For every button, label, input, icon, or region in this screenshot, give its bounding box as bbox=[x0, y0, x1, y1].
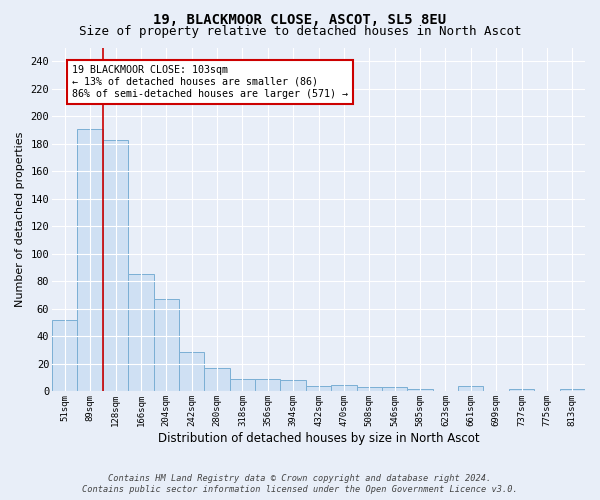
Bar bbox=[255, 379, 280, 392]
Bar bbox=[103, 140, 128, 392]
Bar bbox=[205, 368, 230, 392]
Bar bbox=[154, 299, 179, 392]
Bar bbox=[458, 386, 484, 392]
Bar bbox=[509, 388, 534, 392]
Bar bbox=[77, 128, 103, 392]
Text: Contains HM Land Registry data © Crown copyright and database right 2024.
Contai: Contains HM Land Registry data © Crown c… bbox=[82, 474, 518, 494]
Bar bbox=[407, 388, 433, 392]
Bar bbox=[179, 352, 205, 392]
Bar bbox=[128, 274, 154, 392]
Bar bbox=[230, 379, 255, 392]
Bar bbox=[306, 386, 331, 392]
Bar bbox=[280, 380, 306, 392]
Bar bbox=[382, 388, 407, 392]
Bar bbox=[52, 320, 77, 392]
Y-axis label: Number of detached properties: Number of detached properties bbox=[15, 132, 25, 307]
X-axis label: Distribution of detached houses by size in North Ascot: Distribution of detached houses by size … bbox=[158, 432, 479, 445]
Bar bbox=[560, 388, 585, 392]
Bar bbox=[331, 384, 356, 392]
Text: Size of property relative to detached houses in North Ascot: Size of property relative to detached ho… bbox=[79, 25, 521, 38]
Bar bbox=[356, 388, 382, 392]
Text: 19 BLACKMOOR CLOSE: 103sqm
← 13% of detached houses are smaller (86)
86% of semi: 19 BLACKMOOR CLOSE: 103sqm ← 13% of deta… bbox=[72, 66, 348, 98]
Text: 19, BLACKMOOR CLOSE, ASCOT, SL5 8EU: 19, BLACKMOOR CLOSE, ASCOT, SL5 8EU bbox=[154, 12, 446, 26]
